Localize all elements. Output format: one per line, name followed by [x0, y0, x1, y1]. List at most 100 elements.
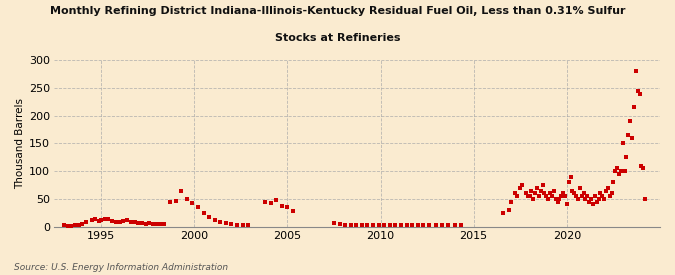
Point: [126, 219, 136, 224]
Point: [564, 180, 574, 185]
Point: [182, 197, 192, 201]
Point: [418, 223, 429, 228]
Point: [569, 191, 580, 196]
Point: [595, 191, 605, 196]
Point: [329, 221, 340, 225]
Point: [537, 183, 548, 187]
Point: [498, 211, 509, 215]
Point: [582, 194, 593, 198]
Point: [572, 197, 583, 201]
Text: Monthly Refining District Indiana-Illinois-Kentucky Residual Fuel Oil, Less than: Monthly Refining District Indiana-Illino…: [50, 6, 625, 15]
Point: [601, 188, 612, 193]
Point: [558, 191, 568, 196]
Point: [86, 218, 97, 222]
Point: [99, 217, 110, 222]
Point: [530, 191, 541, 196]
Point: [621, 155, 632, 160]
Point: [103, 217, 114, 221]
Point: [187, 201, 198, 205]
Point: [511, 194, 522, 198]
Text: Stocks at Refineries: Stocks at Refineries: [275, 33, 400, 43]
Point: [532, 186, 543, 190]
Point: [571, 194, 582, 198]
Point: [610, 169, 621, 173]
Point: [552, 199, 563, 204]
Point: [587, 202, 598, 207]
Point: [107, 219, 117, 223]
Point: [412, 223, 423, 228]
Point: [192, 205, 203, 209]
Point: [554, 197, 565, 201]
Point: [634, 91, 645, 96]
Point: [535, 188, 546, 193]
Point: [520, 191, 531, 196]
Point: [604, 194, 615, 198]
Point: [401, 223, 412, 228]
Point: [636, 163, 647, 168]
Point: [271, 198, 281, 202]
Point: [265, 201, 276, 205]
Point: [616, 169, 626, 173]
Point: [606, 191, 617, 196]
Point: [111, 220, 122, 224]
Point: [356, 223, 367, 228]
Point: [379, 223, 389, 228]
Point: [626, 136, 637, 140]
Point: [288, 209, 298, 213]
Point: [148, 222, 159, 226]
Point: [282, 205, 293, 209]
Point: [515, 186, 526, 190]
Point: [260, 199, 271, 204]
Point: [504, 208, 514, 212]
Point: [66, 224, 77, 228]
Point: [589, 194, 600, 198]
Point: [591, 199, 602, 204]
Point: [565, 174, 576, 179]
Point: [509, 191, 520, 196]
Point: [165, 199, 176, 204]
Point: [442, 223, 453, 228]
Point: [346, 223, 356, 228]
Point: [221, 221, 232, 225]
Point: [232, 223, 242, 227]
Point: [545, 191, 556, 196]
Point: [574, 186, 585, 190]
Point: [593, 197, 604, 201]
Point: [638, 166, 649, 170]
Point: [560, 194, 570, 198]
Point: [209, 218, 220, 222]
Point: [151, 222, 162, 227]
Point: [533, 194, 544, 198]
Point: [170, 198, 181, 203]
Point: [159, 222, 170, 227]
Y-axis label: Thousand Barrels: Thousand Barrels: [15, 98, 25, 189]
Text: Source: U.S. Energy Information Administration: Source: U.S. Energy Information Administ…: [14, 263, 227, 272]
Point: [118, 219, 129, 223]
Point: [506, 199, 516, 204]
Point: [608, 180, 619, 185]
Point: [562, 202, 572, 207]
Point: [385, 223, 396, 228]
Point: [424, 223, 435, 228]
Point: [584, 199, 595, 204]
Point: [628, 105, 639, 109]
Point: [614, 172, 624, 176]
Point: [74, 223, 84, 227]
Point: [58, 223, 69, 228]
Point: [619, 169, 630, 173]
Point: [407, 223, 418, 228]
Point: [90, 217, 101, 221]
Point: [362, 223, 373, 228]
Point: [334, 222, 345, 226]
Point: [612, 166, 622, 170]
Point: [623, 133, 634, 137]
Point: [77, 222, 88, 226]
Point: [625, 119, 636, 123]
Point: [550, 197, 561, 201]
Point: [340, 223, 350, 227]
Point: [237, 223, 248, 228]
Point: [198, 211, 209, 215]
Point: [528, 197, 539, 201]
Point: [455, 223, 466, 228]
Point: [396, 223, 406, 228]
